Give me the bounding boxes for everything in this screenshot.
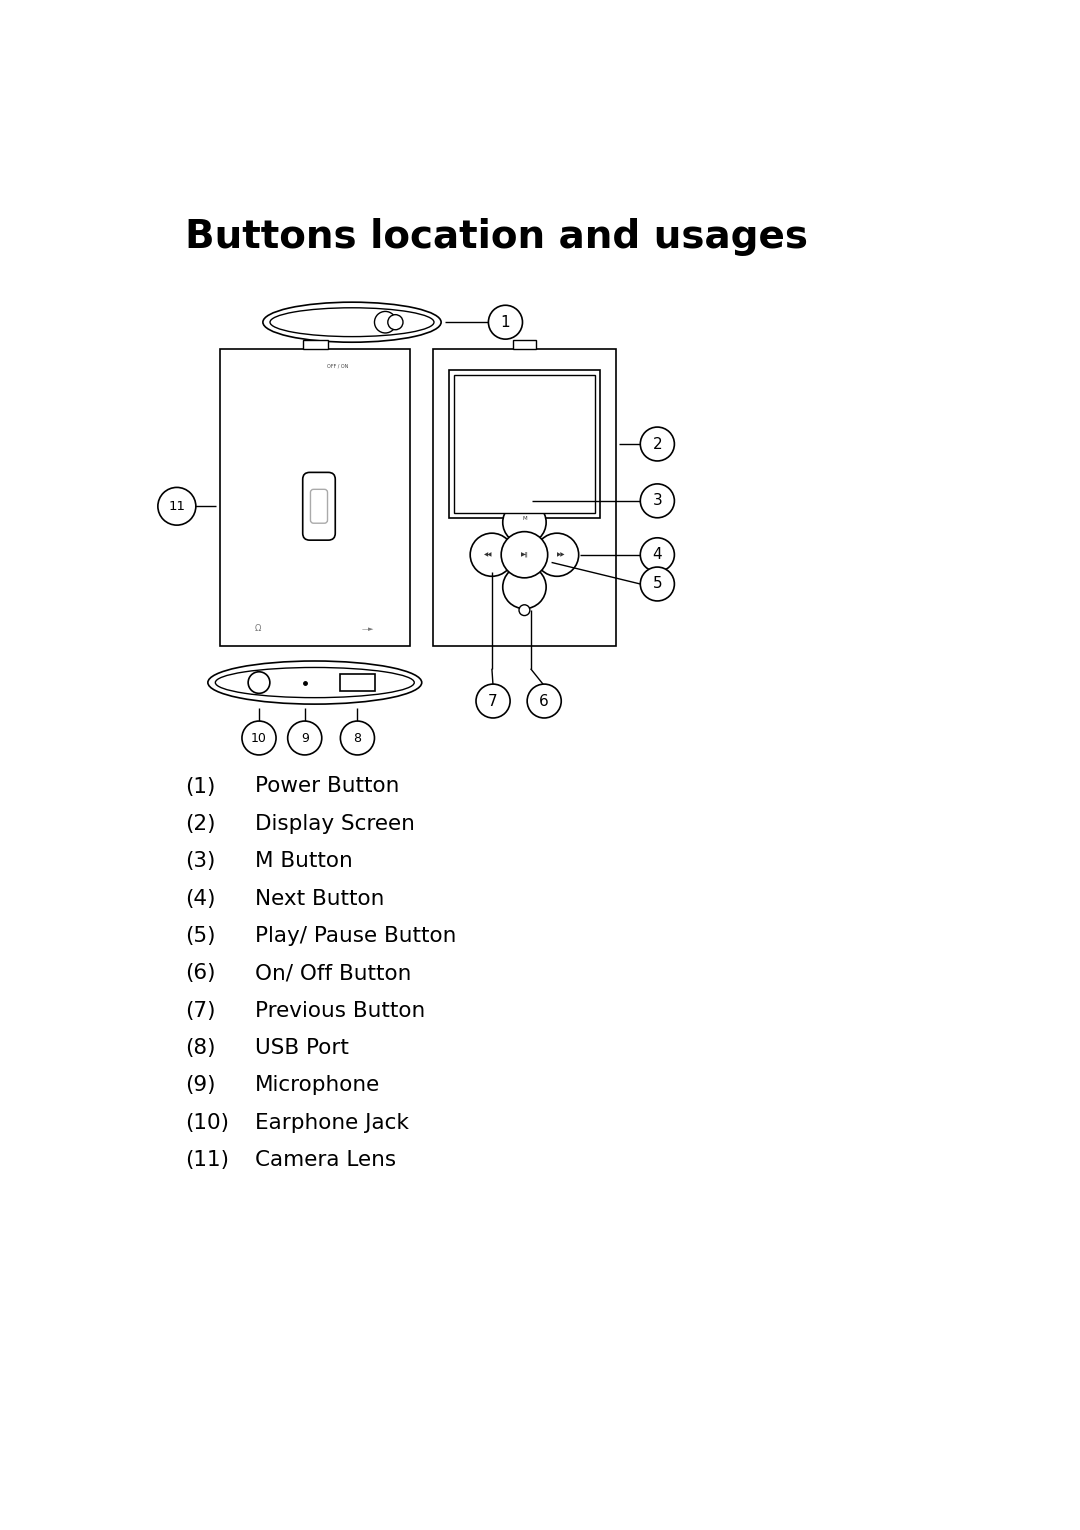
Circle shape (375, 312, 396, 334)
Text: 6: 6 (539, 693, 549, 708)
Text: 4: 4 (652, 548, 662, 562)
Text: 5: 5 (652, 577, 662, 592)
Bar (455, 375, 595, 513)
Circle shape (287, 721, 322, 754)
Text: (11): (11) (186, 1151, 229, 1170)
Text: Play/ Pause Button: Play/ Pause Button (255, 926, 457, 946)
Circle shape (640, 427, 674, 461)
Circle shape (158, 488, 195, 525)
Text: 1: 1 (501, 315, 510, 329)
Text: 2: 2 (652, 436, 662, 451)
Circle shape (640, 539, 674, 572)
Circle shape (640, 568, 674, 601)
Text: (7): (7) (186, 1001, 216, 1021)
Circle shape (502, 500, 546, 545)
Bar (339, 675, 375, 692)
Text: Power Button: Power Button (255, 777, 400, 797)
Circle shape (519, 604, 530, 615)
Bar (220, 349, 410, 646)
Ellipse shape (262, 303, 441, 343)
Circle shape (501, 531, 548, 578)
Bar (302, 340, 327, 349)
Text: Previous Button: Previous Button (255, 1001, 426, 1021)
Text: 10: 10 (251, 731, 267, 745)
Circle shape (502, 566, 546, 609)
Text: (1): (1) (186, 777, 216, 797)
Text: Earphone Jack: Earphone Jack (255, 1112, 409, 1132)
Text: Ω: Ω (254, 624, 260, 633)
Circle shape (340, 721, 375, 754)
Text: 8: 8 (353, 731, 362, 745)
Text: M Button: M Button (255, 851, 353, 871)
Bar (449, 370, 600, 519)
Circle shape (476, 684, 510, 718)
Text: Microphone: Microphone (255, 1076, 380, 1095)
Ellipse shape (270, 308, 434, 337)
Text: ◀◀: ◀◀ (484, 552, 492, 557)
Circle shape (527, 684, 562, 718)
Ellipse shape (207, 661, 422, 704)
Circle shape (388, 315, 403, 330)
FancyBboxPatch shape (302, 473, 335, 540)
Text: 9: 9 (301, 731, 309, 745)
Circle shape (248, 672, 270, 693)
Bar (513, 340, 536, 349)
Text: USB Port: USB Port (255, 1037, 349, 1057)
Text: Display Screen: Display Screen (255, 814, 415, 834)
Text: (9): (9) (186, 1076, 216, 1095)
Text: (8): (8) (186, 1037, 216, 1057)
Text: (5): (5) (186, 926, 216, 946)
Circle shape (536, 532, 579, 577)
Text: Next Button: Next Button (255, 889, 384, 909)
Circle shape (242, 721, 276, 754)
Ellipse shape (215, 667, 415, 698)
Text: On/ Off Button: On/ Off Button (255, 964, 411, 984)
Text: 3: 3 (652, 493, 662, 508)
Text: ▶▶: ▶▶ (556, 552, 565, 557)
Text: (3): (3) (186, 851, 216, 871)
FancyBboxPatch shape (310, 490, 327, 523)
Circle shape (488, 306, 523, 340)
Text: M: M (522, 516, 527, 522)
Text: Camera Lens: Camera Lens (255, 1151, 396, 1170)
Bar (433, 349, 616, 646)
Text: 7: 7 (488, 693, 498, 708)
Text: (2): (2) (186, 814, 216, 834)
Circle shape (470, 532, 514, 577)
Text: —►: —► (362, 626, 374, 632)
Circle shape (640, 483, 674, 517)
Text: (6): (6) (186, 964, 216, 984)
Text: (10): (10) (186, 1112, 229, 1132)
Text: ▶‖: ▶‖ (521, 552, 528, 557)
Text: OFF / ON: OFF / ON (327, 363, 349, 369)
Text: (4): (4) (186, 889, 216, 909)
Text: 11: 11 (168, 500, 186, 513)
Text: Buttons location and usages: Buttons location and usages (186, 219, 808, 256)
